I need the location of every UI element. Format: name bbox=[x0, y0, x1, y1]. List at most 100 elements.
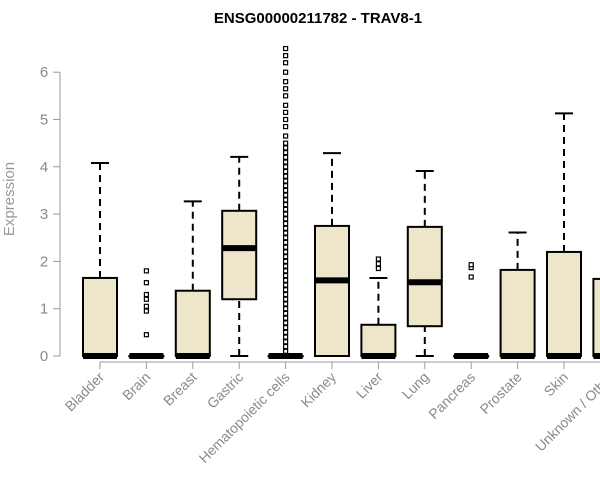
box bbox=[174, 289, 211, 358]
y-tick-label: 1 bbox=[40, 301, 48, 318]
outlier-point bbox=[283, 216, 289, 222]
box bbox=[592, 277, 600, 357]
outlier-point bbox=[143, 303, 149, 309]
outlier-point bbox=[283, 348, 289, 354]
y-tick-label: 0 bbox=[40, 348, 48, 365]
box-group bbox=[499, 231, 536, 359]
outlier-point bbox=[283, 211, 289, 217]
outlier-point bbox=[283, 102, 289, 108]
outlier-point bbox=[283, 287, 289, 293]
outlier-point bbox=[283, 254, 289, 260]
outlier-point bbox=[283, 239, 289, 246]
box-group bbox=[453, 262, 490, 359]
box bbox=[314, 224, 350, 357]
box-group bbox=[128, 268, 165, 359]
outlier-point bbox=[283, 230, 289, 236]
box bbox=[406, 225, 443, 328]
x-tick-label: Skin bbox=[541, 369, 572, 400]
y-tick-label: 2 bbox=[40, 253, 48, 270]
x-tick-label: Gastric bbox=[204, 369, 247, 412]
outlier-point bbox=[283, 173, 289, 179]
outlier-point bbox=[283, 268, 289, 274]
outlier-point bbox=[283, 60, 289, 66]
outlier-point bbox=[283, 197, 289, 203]
outlier-point bbox=[283, 263, 289, 269]
outlier-point bbox=[283, 310, 289, 317]
outlier-point bbox=[283, 192, 289, 198]
outlier-point bbox=[283, 69, 289, 75]
outlier-point bbox=[283, 325, 289, 331]
outlier-point bbox=[283, 329, 289, 335]
outlier-point bbox=[283, 164, 289, 170]
outlier-point bbox=[283, 206, 289, 212]
x-tick-label: Pancreas bbox=[425, 369, 478, 422]
box-group bbox=[221, 155, 258, 357]
outlier-point bbox=[283, 315, 289, 321]
outlier-point bbox=[283, 202, 289, 208]
chart-title: ENSG00000211782 - TRAV8-1 bbox=[214, 10, 422, 27]
outlier-point bbox=[283, 296, 289, 302]
outlier-point bbox=[283, 154, 289, 160]
box-group bbox=[82, 162, 118, 359]
outlier-point bbox=[283, 291, 289, 298]
outlier-point bbox=[283, 306, 289, 312]
outlier-point bbox=[283, 109, 289, 116]
outlier-point bbox=[283, 123, 289, 130]
x-tick-label: Lung bbox=[399, 369, 432, 402]
x-tick-label: Kidney bbox=[298, 369, 340, 411]
outlier-point bbox=[283, 301, 289, 307]
y-tick-label: 5 bbox=[40, 112, 48, 129]
outlier-point bbox=[283, 79, 289, 85]
plot-area bbox=[82, 45, 600, 359]
outlier-point bbox=[283, 339, 289, 345]
outlier-point bbox=[283, 140, 289, 146]
y-tick-label: 4 bbox=[40, 159, 48, 176]
outlier-point bbox=[283, 220, 289, 227]
outlier-point bbox=[283, 258, 289, 264]
outlier-point bbox=[283, 249, 289, 255]
box bbox=[360, 323, 397, 358]
outlier-point bbox=[468, 274, 474, 280]
box bbox=[546, 250, 582, 357]
box-group bbox=[406, 170, 443, 357]
box-group bbox=[174, 200, 211, 359]
outlier-point bbox=[283, 159, 289, 165]
outlier-point bbox=[283, 225, 289, 231]
y-tick-label: 3 bbox=[40, 206, 48, 223]
box-group bbox=[314, 152, 350, 357]
x-tick-label: Prostate bbox=[477, 369, 525, 417]
outlier-point bbox=[283, 168, 289, 175]
outlier-point bbox=[283, 53, 289, 59]
outlier-point bbox=[143, 308, 149, 314]
outlier-point bbox=[375, 261, 381, 267]
box-group bbox=[546, 112, 582, 359]
outlier-point bbox=[375, 256, 381, 262]
outlier-point bbox=[143, 296, 149, 302]
box bbox=[82, 276, 118, 357]
outlier-point bbox=[283, 178, 289, 184]
outlier-point bbox=[283, 183, 289, 189]
box-group bbox=[592, 277, 600, 359]
outlier-point bbox=[283, 272, 289, 279]
outlier-point bbox=[283, 334, 289, 340]
outlier-point bbox=[283, 93, 289, 99]
outlier-point bbox=[283, 145, 289, 151]
outlier-point bbox=[283, 116, 289, 123]
outlier-point bbox=[143, 268, 149, 274]
box bbox=[221, 209, 258, 301]
y-tick-label: 6 bbox=[40, 64, 48, 81]
x-tick-label: Breast bbox=[160, 369, 200, 409]
outlier-point bbox=[283, 86, 289, 92]
outlier-point bbox=[283, 244, 289, 250]
outlier-point bbox=[283, 187, 289, 194]
outlier-point bbox=[283, 282, 289, 288]
y-axis-label: Expression bbox=[1, 162, 18, 236]
outlier-point bbox=[468, 262, 474, 268]
outlier-point bbox=[283, 343, 289, 350]
outlier-point bbox=[375, 265, 381, 272]
outlier-point bbox=[143, 280, 149, 286]
x-tick-label: Liver bbox=[353, 369, 386, 402]
x-tick-label: Bladder bbox=[62, 369, 108, 415]
